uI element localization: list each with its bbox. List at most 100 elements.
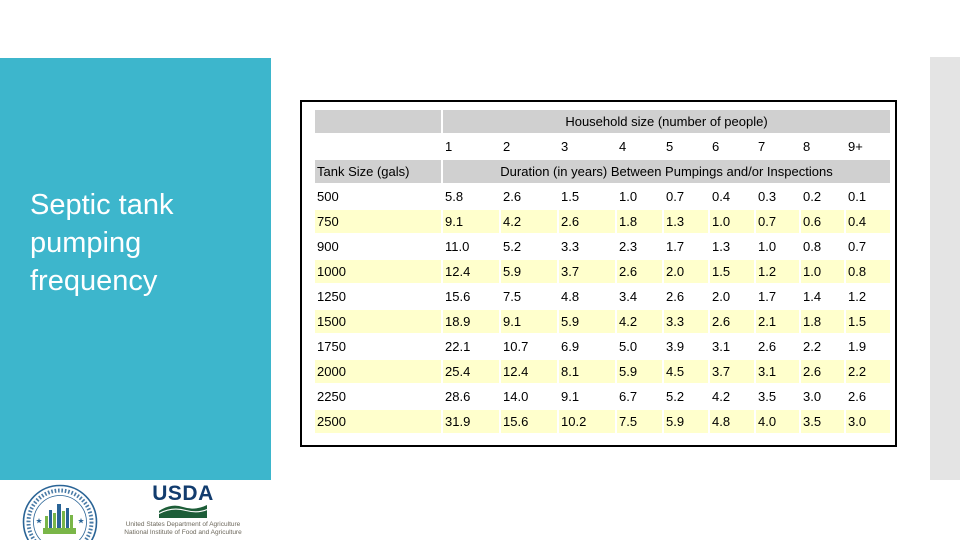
table-row: 1250 15.6 7.5 4.8 3.4 2.6 2.0 1.7 1.4 1.2 — [315, 285, 890, 308]
duration-cell: 0.7 — [848, 239, 867, 254]
duration-cell: 2.6 — [710, 310, 754, 333]
duration-cell: 1.0 — [758, 239, 777, 254]
duration-cell: 5.0 — [619, 339, 638, 354]
duration-cell: 10.7 — [503, 339, 529, 354]
tank-size-cell: 2000 — [315, 360, 441, 383]
duration-cell: 2.3 — [619, 239, 638, 254]
household-size-header-cell: 5 — [666, 139, 674, 154]
table-row: 750 9.1 4.2 2.6 1.8 1.3 1.0 0.7 0.6 0.4 — [315, 210, 890, 233]
duration-cell: 3.3 — [561, 239, 580, 254]
duration-cell: 1.4 — [803, 289, 822, 304]
household-size-header-cell: 2 — [503, 139, 511, 154]
duration-cell: 15.6 — [501, 410, 557, 433]
usda-wordmark: USDA — [152, 482, 214, 505]
duration-cell: 0.3 — [758, 189, 777, 204]
duration-cell: 6.9 — [561, 339, 580, 354]
duration-cell: 0.4 — [712, 189, 731, 204]
tank-size-cell: 900 — [317, 239, 339, 254]
tank-size-cell: 1000 — [315, 260, 441, 283]
table-row: 500 5.8 2.6 1.5 1.0 0.7 0.4 0.3 0.2 0.1 — [315, 185, 890, 208]
household-size-header-cell: 3 — [561, 139, 569, 154]
duration-header: Duration (in years) Between Pumpings and… — [443, 160, 890, 183]
duration-cell: 3.1 — [712, 339, 731, 354]
column-header-row: Tank Size (gals) Duration (in years) Bet… — [315, 160, 890, 183]
duration-cell: 0.6 — [801, 210, 844, 233]
usda-rural-development-seal — [22, 484, 98, 540]
usda-swoosh-icon — [159, 505, 207, 518]
duration-cell: 0.4 — [846, 210, 890, 233]
duration-cell: 3.3 — [664, 310, 708, 333]
duration-cell: 4.2 — [712, 389, 731, 404]
duration-cell: 7.5 — [617, 410, 662, 433]
duration-cell: 4.5 — [664, 360, 708, 383]
duration-cell: 0.8 — [846, 260, 890, 283]
duration-cell: 1.5 — [846, 310, 890, 333]
duration-cell: 7.5 — [503, 289, 522, 304]
duration-cell: 15.6 — [445, 289, 471, 304]
duration-cell: 2.6 — [801, 360, 844, 383]
usda-dept-line: United States Department of Agriculture — [125, 521, 241, 528]
duration-cell: 1.8 — [617, 210, 662, 233]
duration-cell: 2.6 — [559, 210, 615, 233]
duration-cell: 12.4 — [501, 360, 557, 383]
duration-cell: 6.7 — [619, 389, 638, 404]
duration-cell: 2.2 — [803, 339, 822, 354]
duration-cell: 1.5 — [561, 189, 580, 204]
duration-cell: 5.9 — [664, 410, 708, 433]
duration-cell: 3.1 — [756, 360, 799, 383]
duration-cell: 0.2 — [803, 189, 822, 204]
table-row: 2500 31.9 15.6 10.2 7.5 5.9 4.8 4.0 3.5 3.0 — [315, 410, 890, 433]
duration-cell: 0.8 — [803, 239, 822, 254]
household-size-header-cell: 1 — [445, 139, 453, 154]
duration-cell: 1.0 — [801, 260, 844, 283]
duration-cell: 4.2 — [617, 310, 662, 333]
duration-cell: 31.9 — [443, 410, 499, 433]
seal-star-left — [36, 517, 42, 524]
duration-cell: 1.5 — [710, 260, 754, 283]
blank-cell — [315, 135, 441, 158]
duration-cell: 1.7 — [666, 239, 685, 254]
duration-cell: 25.4 — [443, 360, 499, 383]
duration-cell: 3.0 — [803, 389, 822, 404]
tank-size-cell: 2500 — [315, 410, 441, 433]
tank-size-header: Tank Size (gals) — [315, 160, 441, 183]
table-row: 1000 12.4 5.9 3.7 2.6 2.0 1.5 1.2 1.0 0.8 — [315, 260, 890, 283]
duration-cell: 22.1 — [445, 339, 471, 354]
group-header-row: Household size (number of people) — [315, 110, 890, 133]
table-row: 1750 22.1 10.7 6.9 5.0 3.9 3.1 2.6 2.2 1.9 — [315, 335, 890, 358]
title-panel: Septic tank pumping frequency — [0, 58, 271, 480]
household-size-header-cell: 4 — [619, 139, 627, 154]
table-row: 1500 18.9 9.1 5.9 4.2 3.3 2.6 2.1 1.8 1.5 — [315, 310, 890, 333]
duration-cell: 4.8 — [561, 289, 580, 304]
duration-cell: 11.0 — [445, 239, 470, 254]
tank-size-cell: 750 — [315, 210, 441, 233]
pumping-frequency-table: Household size (number of people) 1 2 3 4 5 6… — [313, 108, 892, 435]
household-size-header-cell: 9+ — [848, 139, 863, 154]
duration-cell: 5.2 — [503, 239, 522, 254]
duration-cell: 3.7 — [710, 360, 754, 383]
duration-cell: 9.1 — [443, 210, 499, 233]
tank-size-cell: 1750 — [317, 339, 346, 354]
duration-cell: 9.1 — [561, 389, 580, 404]
duration-cell: 2.6 — [666, 289, 685, 304]
duration-cell: 2.6 — [617, 260, 662, 283]
duration-cell: 12.4 — [443, 260, 499, 283]
duration-cell: 4.8 — [710, 410, 754, 433]
duration-cell: 1.0 — [619, 189, 638, 204]
table-frame: Household size (number of people) 1 2 3 4 5 6… — [300, 100, 897, 447]
duration-cell: 1.3 — [664, 210, 708, 233]
duration-cell: 2.1 — [756, 310, 799, 333]
table-row: 2000 25.4 12.4 8.1 5.9 4.5 3.7 3.1 2.6 2.2 — [315, 360, 890, 383]
tank-size-cell: 500 — [317, 189, 339, 204]
duration-cell: 1.9 — [848, 339, 867, 354]
duration-cell: 2.6 — [848, 389, 867, 404]
household-size-group-header: Household size (number of people) — [443, 110, 890, 133]
tank-size-cell: 2250 — [317, 389, 346, 404]
duration-cell: 3.7 — [559, 260, 615, 283]
duration-cell: 1.0 — [710, 210, 754, 233]
duration-cell: 3.9 — [666, 339, 685, 354]
duration-cell: 18.9 — [443, 310, 499, 333]
seal-skyline-bars — [43, 504, 76, 534]
duration-cell: 2.6 — [503, 189, 522, 204]
